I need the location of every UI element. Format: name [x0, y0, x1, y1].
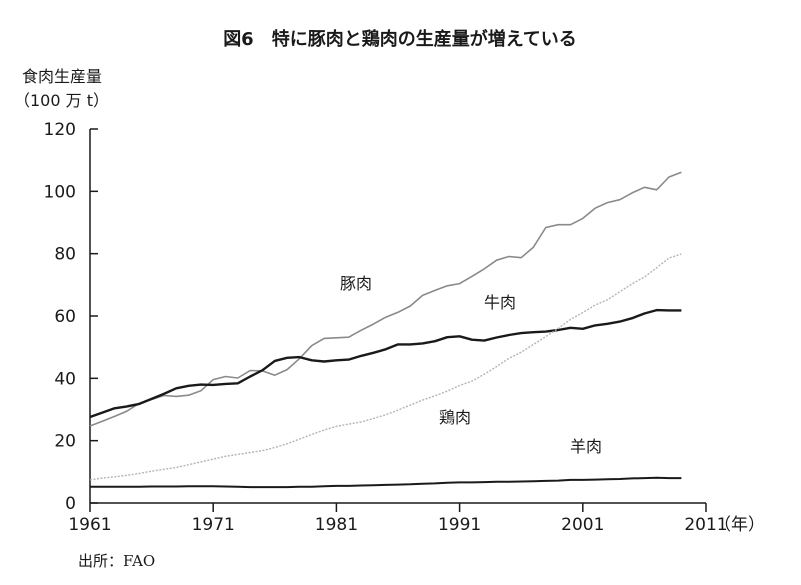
series-line-chicken — [89, 253, 682, 481]
x-tick-label: 2011 — [684, 515, 727, 535]
series-line-beef — [89, 308, 682, 419]
chart-title: 図6 特に豚肉と鶏肉の生産量が増えている — [223, 28, 577, 50]
series-label-pork: 豚肉 — [340, 274, 372, 293]
series-line-mutton — [90, 476, 682, 489]
y-tick-label: 120 — [44, 120, 76, 140]
y-tick-label: 100 — [44, 182, 76, 202]
x-axis-label: （年） — [714, 515, 765, 535]
series-line-pork — [89, 171, 682, 427]
y-tick-label: 80 — [54, 245, 76, 265]
source-note: 出所：FAO — [78, 552, 155, 570]
x-tick-label: 1961 — [68, 515, 111, 535]
y-tick-label: 20 — [54, 432, 76, 452]
y-axis-label: 食肉生産量 — [22, 67, 102, 86]
y-axis-unit: （100 万 t） — [14, 91, 109, 110]
x-tick-label: 1971 — [192, 515, 235, 535]
series-label-beef: 牛肉 — [484, 293, 516, 312]
y-tick-label: 40 — [54, 369, 76, 389]
y-tick-label: 0 — [65, 494, 76, 514]
y-tick-label: 60 — [54, 307, 76, 327]
x-tick-label: 1991 — [438, 515, 481, 535]
series-label-mutton: 羊肉 — [570, 437, 602, 456]
x-tick-label: 1981 — [315, 515, 358, 535]
x-tick-label: 2001 — [561, 515, 604, 535]
series-label-chicken: 鶏肉 — [439, 408, 471, 427]
